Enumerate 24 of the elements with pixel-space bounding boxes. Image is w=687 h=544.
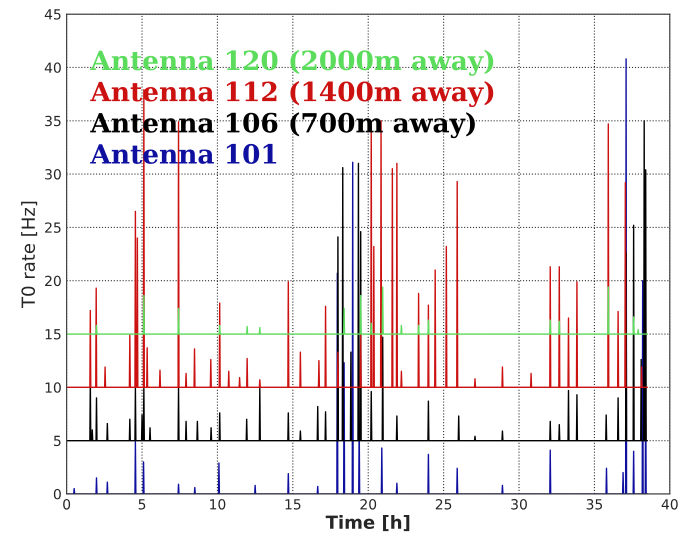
y-tick-label: 40 bbox=[44, 62, 61, 73]
y-tick-label: 10 bbox=[46, 382, 61, 393]
text: Antenna 112 (1400m away) bbox=[90, 81, 494, 107]
y-tick-label: 30 bbox=[45, 169, 61, 180]
y-axis-title: T0 rate [Hz] bbox=[21, 202, 38, 308]
x-tick-label: 20 bbox=[360, 499, 376, 510]
x-tick-label: 0 bbox=[63, 499, 70, 510]
y-tick-label: 20 bbox=[45, 276, 61, 286]
y-tick-label: 0 bbox=[54, 488, 61, 500]
x-tick-label: 10 bbox=[210, 499, 226, 510]
x-tick-label: 40 bbox=[662, 499, 678, 510]
y-tick-label: 35 bbox=[45, 116, 61, 126]
x-tick-label: 35 bbox=[586, 499, 602, 510]
x-axis-title: Time [h] bbox=[326, 515, 410, 532]
y-tick-label: 15 bbox=[46, 329, 61, 340]
y-tick-label: 45 bbox=[44, 9, 61, 20]
x-tick-label: 30 bbox=[511, 499, 527, 510]
y-tick-label: 5 bbox=[54, 436, 61, 446]
x-tick-label: 5 bbox=[138, 499, 146, 510]
line-series bbox=[66, 286, 648, 335]
text: Antenna 120 (2000m away) bbox=[90, 50, 494, 76]
x-tick-label: 15 bbox=[286, 499, 300, 510]
y-tick-label: 25 bbox=[45, 222, 61, 233]
x-tick-label: 25 bbox=[436, 499, 452, 510]
